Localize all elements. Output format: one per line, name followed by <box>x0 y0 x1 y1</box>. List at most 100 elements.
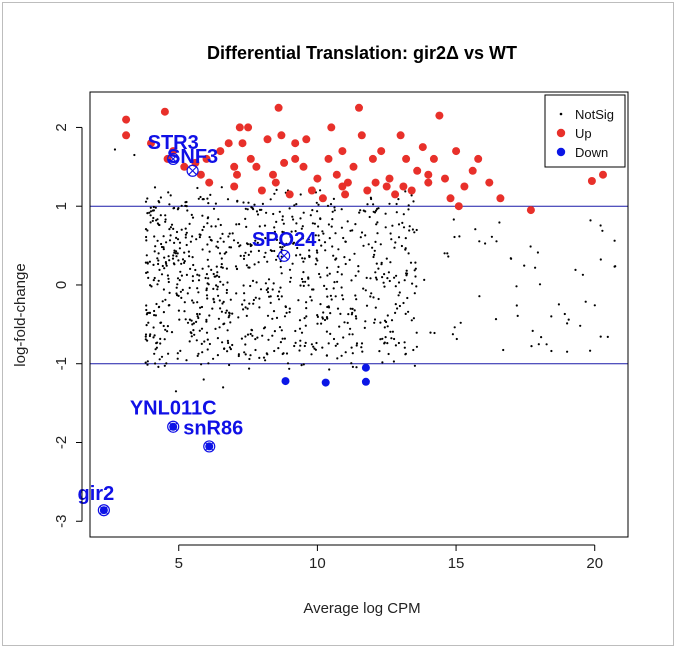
up-point <box>291 139 300 148</box>
notsig-point <box>285 352 289 355</box>
gene-marker-ring <box>97 504 110 517</box>
notsig-point <box>412 317 415 320</box>
notsig-point <box>315 257 318 260</box>
notsig-point <box>373 318 377 321</box>
notsig-point <box>242 284 245 287</box>
notsig-point <box>216 288 219 291</box>
notsig-point <box>303 344 306 348</box>
notsig-point <box>157 279 160 282</box>
notsig-point <box>310 343 313 346</box>
notsig-point <box>293 344 296 348</box>
notsig-point <box>357 270 360 273</box>
notsig-point <box>152 263 155 266</box>
notsig-point <box>145 271 148 274</box>
notsig-point <box>222 283 225 286</box>
notsig-point <box>198 236 201 239</box>
notsig-point <box>222 386 225 389</box>
notsig-point <box>202 225 205 228</box>
up-point <box>224 139 233 148</box>
notsig-point <box>166 330 169 333</box>
notsig-point <box>263 224 267 227</box>
notsig-point <box>149 214 152 217</box>
notsig-point <box>256 241 259 244</box>
notsig-point <box>400 244 403 248</box>
notsig-point <box>218 299 221 302</box>
notsig-point <box>453 326 456 329</box>
notsig-point <box>180 296 183 299</box>
notsig-point <box>411 282 414 285</box>
notsig-point <box>375 209 378 212</box>
notsig-point <box>159 342 162 345</box>
notsig-point <box>326 204 330 207</box>
notsig-point <box>402 226 406 229</box>
notsig-point <box>214 225 217 228</box>
notsig-point <box>205 320 208 323</box>
notsig-point <box>244 335 247 338</box>
notsig-point <box>265 352 268 355</box>
notsig-point <box>414 261 417 264</box>
y-axis-label: log-fold-change <box>12 263 29 366</box>
notsig-point <box>201 228 204 232</box>
notsig-point <box>243 254 246 257</box>
notsig-point <box>395 211 398 214</box>
up-point <box>263 135 272 144</box>
notsig-point <box>207 362 210 365</box>
notsig-point <box>190 335 193 338</box>
notsig-point <box>206 338 209 341</box>
notsig-point <box>247 253 250 256</box>
notsig-point <box>168 203 171 206</box>
notsig-point <box>227 316 230 319</box>
notsig-point <box>363 326 366 329</box>
notsig-point <box>175 230 179 234</box>
notsig-point <box>383 273 386 276</box>
notsig-point <box>402 301 405 305</box>
notsig-point <box>194 268 197 272</box>
notsig-point <box>156 222 159 225</box>
notsig-point <box>295 254 298 257</box>
notsig-point <box>258 225 261 228</box>
notsig-point <box>172 227 175 230</box>
up-point <box>274 103 283 112</box>
notsig-point <box>162 248 165 251</box>
notsig-point <box>599 258 602 261</box>
notsig-point <box>176 357 179 360</box>
notsig-point <box>369 295 372 298</box>
notsig-point <box>325 354 328 357</box>
notsig-point <box>264 237 267 240</box>
notsig-point <box>167 304 170 307</box>
notsig-point <box>293 204 296 207</box>
notsig-point <box>148 211 151 214</box>
notsig-point <box>415 285 418 288</box>
notsig-point <box>167 255 170 258</box>
notsig-point <box>212 272 215 276</box>
notsig-point <box>282 231 285 234</box>
notsig-point <box>252 208 255 211</box>
notsig-point <box>235 292 238 295</box>
notsig-point <box>156 239 159 242</box>
notsig-point <box>185 231 188 234</box>
notsig-point <box>397 236 401 239</box>
notsig-point <box>174 390 178 393</box>
notsig-point <box>192 322 195 325</box>
notsig-point <box>278 290 281 293</box>
notsig-point <box>373 321 376 324</box>
notsig-point <box>225 288 228 292</box>
notsig-point <box>225 267 228 270</box>
notsig-point <box>243 292 246 295</box>
notsig-point <box>579 324 582 327</box>
notsig-point <box>409 261 413 264</box>
notsig-point <box>184 233 187 236</box>
notsig-point <box>196 186 199 190</box>
notsig-point <box>304 280 307 283</box>
notsig-point <box>149 221 152 224</box>
notsig-point <box>244 217 247 220</box>
notsig-point <box>384 336 387 339</box>
up-point <box>238 139 247 148</box>
notsig-point <box>238 245 241 248</box>
notsig-point <box>220 266 223 269</box>
notsig-point <box>178 247 181 250</box>
notsig-point <box>310 353 313 356</box>
notsig-point <box>299 217 302 220</box>
up-point <box>424 170 433 179</box>
